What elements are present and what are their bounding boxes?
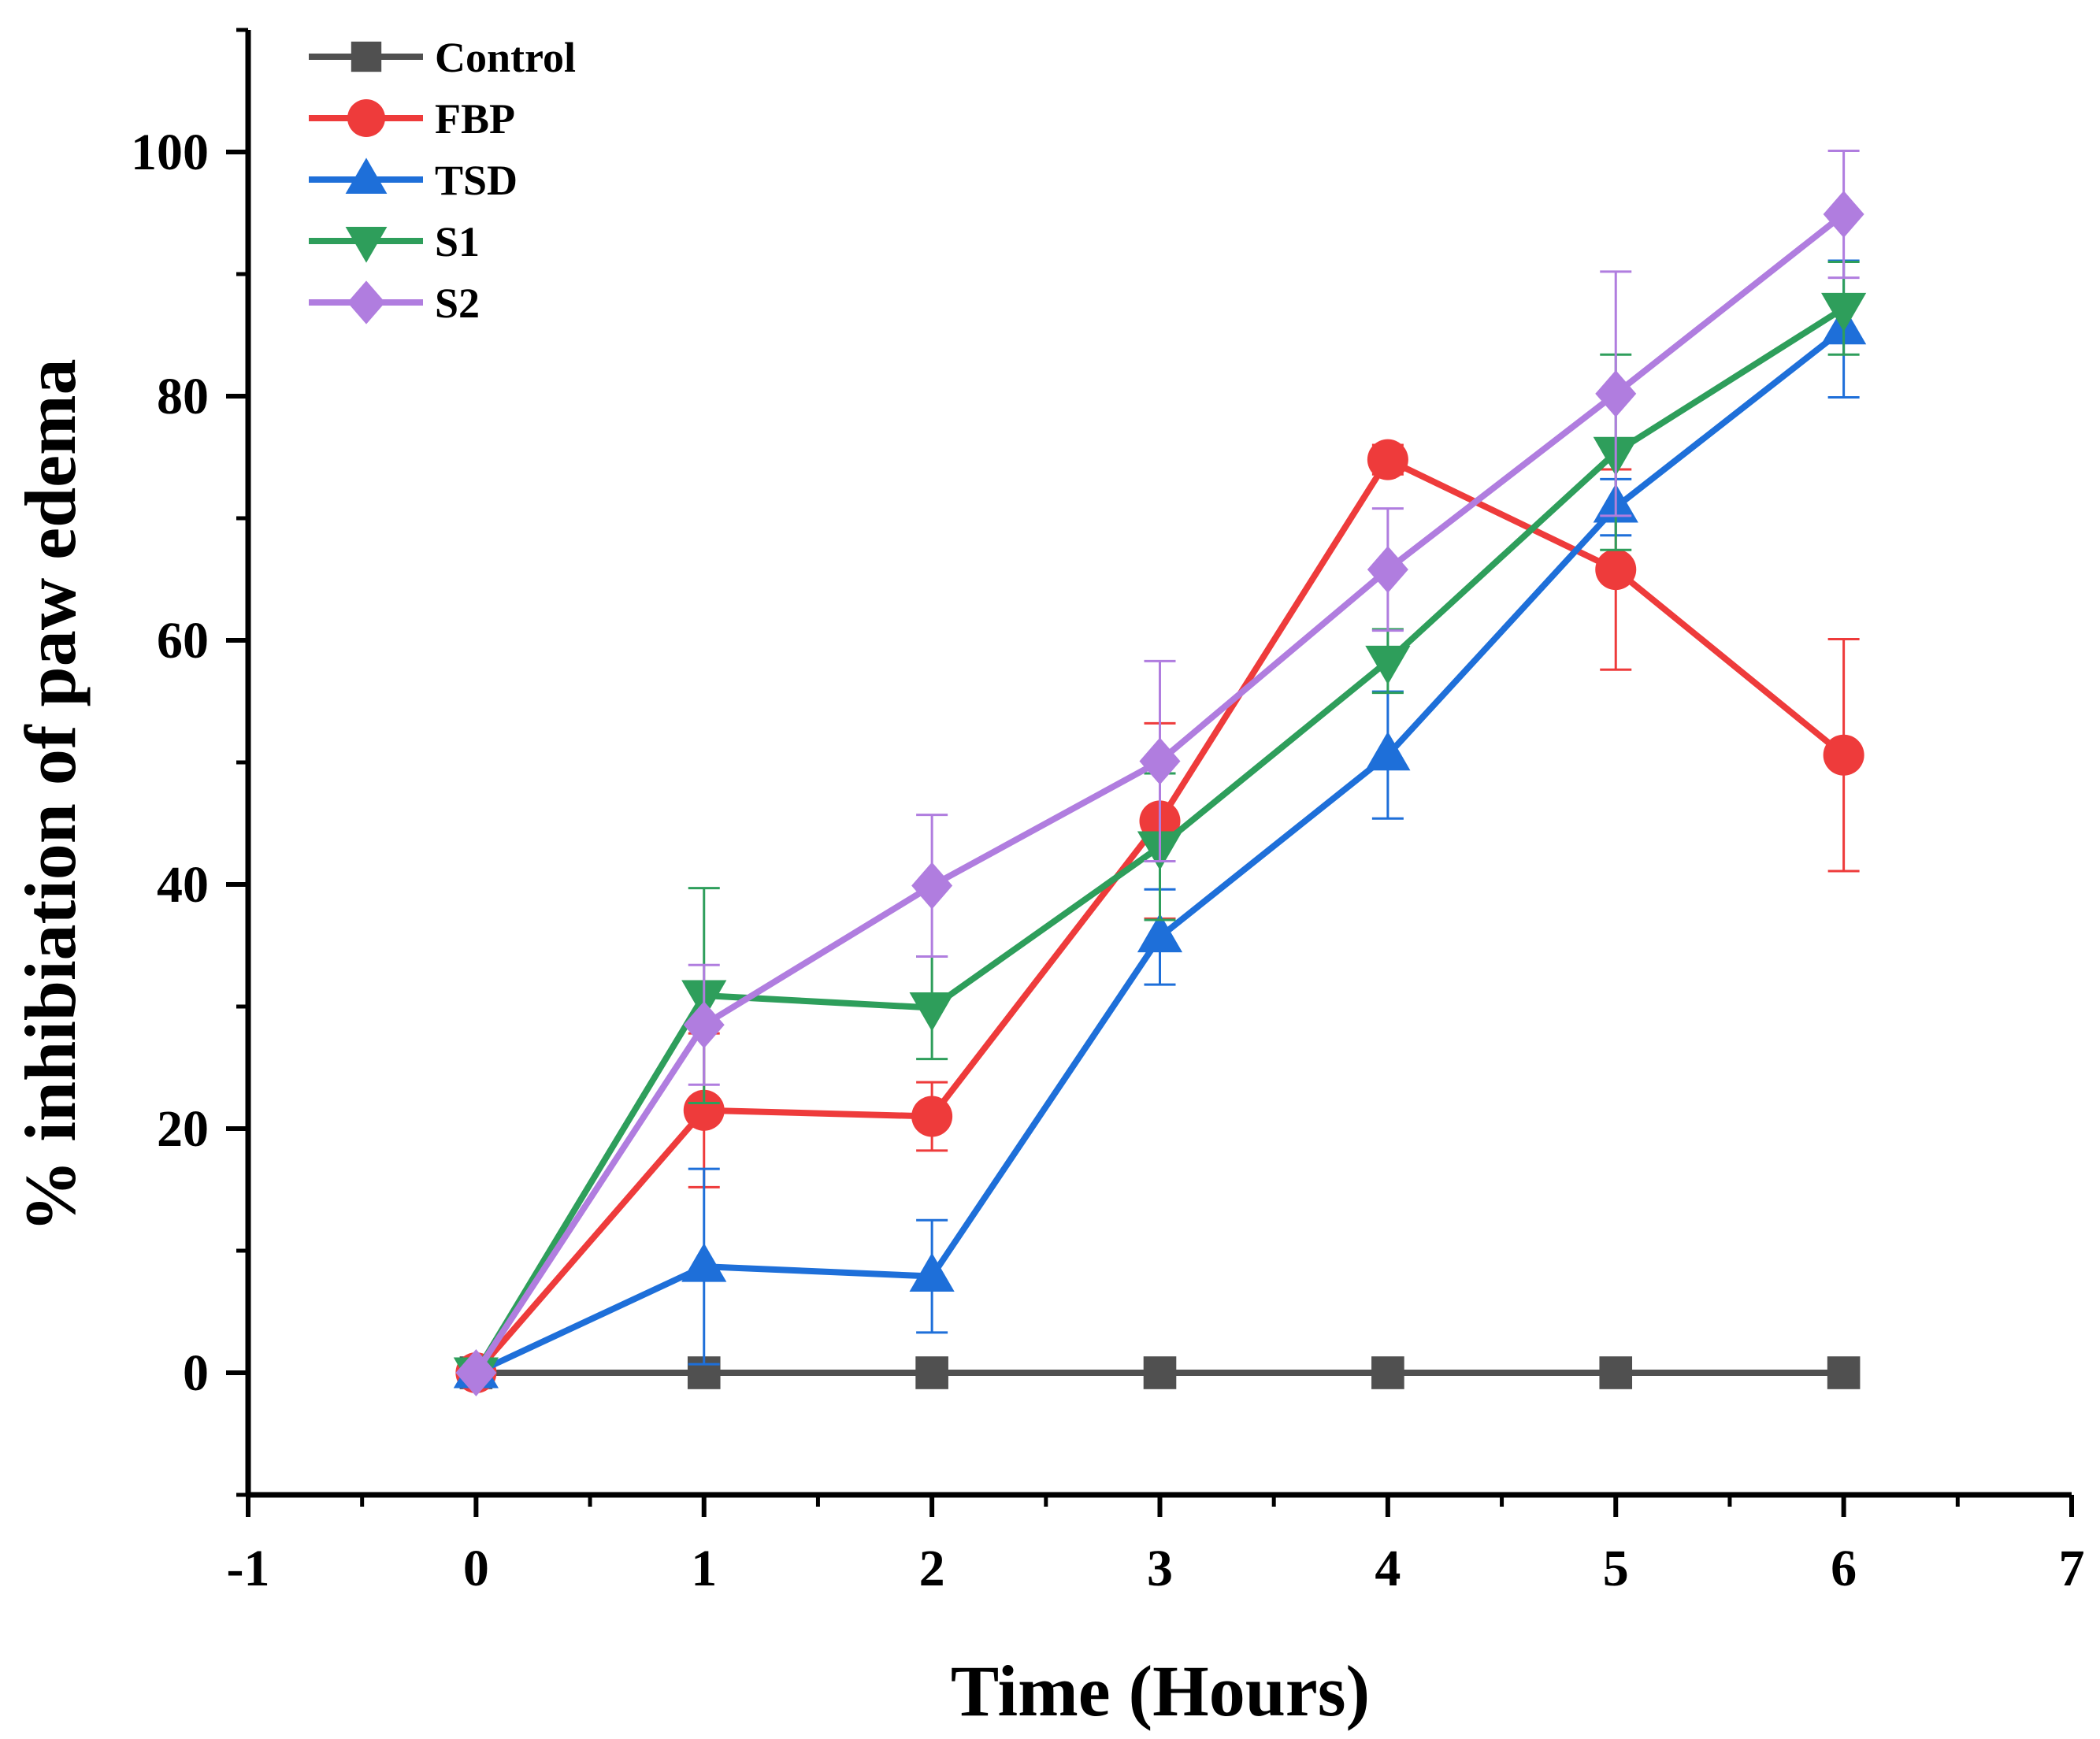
y-axis-title: % inhibiation of paw edema xyxy=(10,358,91,1232)
x-tick-label: 2 xyxy=(919,1540,945,1597)
data-point xyxy=(455,1349,497,1396)
data-point xyxy=(1599,1356,1633,1389)
data-point xyxy=(909,992,955,1032)
legend-marker xyxy=(347,99,385,137)
y-tick-label: 0 xyxy=(183,1344,209,1402)
ticks: -1 0 1 2 3 4 5 6 7 0 20 40 60 80 100 xyxy=(131,28,2085,1597)
data-point xyxy=(1367,439,1408,480)
x-tick-label: 6 xyxy=(1831,1540,1857,1597)
legend: Control FBP TSD S1 S2 xyxy=(309,34,576,327)
legend-item-s2: S2 xyxy=(309,280,480,327)
data-point xyxy=(1823,191,1864,238)
x-tick-label: 1 xyxy=(691,1540,717,1597)
data-point xyxy=(1371,1356,1404,1389)
legend-item-tsd: TSD xyxy=(309,157,518,204)
y-tick-label: 20 xyxy=(157,1100,209,1158)
series-s2 xyxy=(455,149,1864,1396)
legend-item-fbp: FBP xyxy=(309,95,515,143)
data-point xyxy=(1821,292,1867,332)
y-tick-label: 80 xyxy=(157,368,209,425)
data-point xyxy=(1827,1356,1861,1389)
y-tick-label: 40 xyxy=(157,856,209,914)
legend-item-control: Control xyxy=(309,34,576,81)
data-point xyxy=(909,1252,955,1292)
data-point xyxy=(1143,1356,1177,1389)
data-point xyxy=(911,862,953,910)
x-tick-label: 7 xyxy=(2059,1540,2085,1597)
data-point xyxy=(1823,734,1864,776)
data-point xyxy=(1365,731,1411,771)
data-point xyxy=(1139,737,1181,785)
x-tick-label: 4 xyxy=(1375,1540,1401,1597)
series-layer xyxy=(453,149,1867,1396)
x-tick-label: 3 xyxy=(1147,1540,1173,1597)
data-point xyxy=(1595,370,1637,417)
legend-label: Control xyxy=(435,34,576,81)
data-point xyxy=(915,1356,948,1389)
legend-label: S2 xyxy=(435,280,480,327)
data-point xyxy=(681,1243,727,1282)
x-tick-label: 5 xyxy=(1603,1540,1629,1597)
legend-marker xyxy=(345,158,388,194)
x-axis-title: Time (Hours) xyxy=(951,1651,1370,1731)
legend-label: FBP xyxy=(435,95,515,143)
data-point xyxy=(1137,913,1183,953)
legend-marker xyxy=(345,227,388,263)
data-point xyxy=(911,1096,953,1137)
legend-label: S1 xyxy=(435,218,480,265)
legend-item-s1: S1 xyxy=(309,218,480,265)
data-point xyxy=(1367,546,1408,593)
y-tick-label: 60 xyxy=(157,612,209,669)
series-control xyxy=(459,1356,1861,1389)
x-tick-label: -1 xyxy=(227,1540,270,1597)
data-point xyxy=(1365,645,1411,685)
legend-marker xyxy=(347,280,385,324)
legend-marker xyxy=(351,41,382,72)
data-point xyxy=(1595,549,1637,591)
y-tick-label: 100 xyxy=(131,124,209,181)
x-tick-label: 0 xyxy=(463,1540,489,1597)
legend-label: TSD xyxy=(435,157,518,204)
data-point xyxy=(683,1001,725,1049)
data-point xyxy=(683,1089,725,1131)
